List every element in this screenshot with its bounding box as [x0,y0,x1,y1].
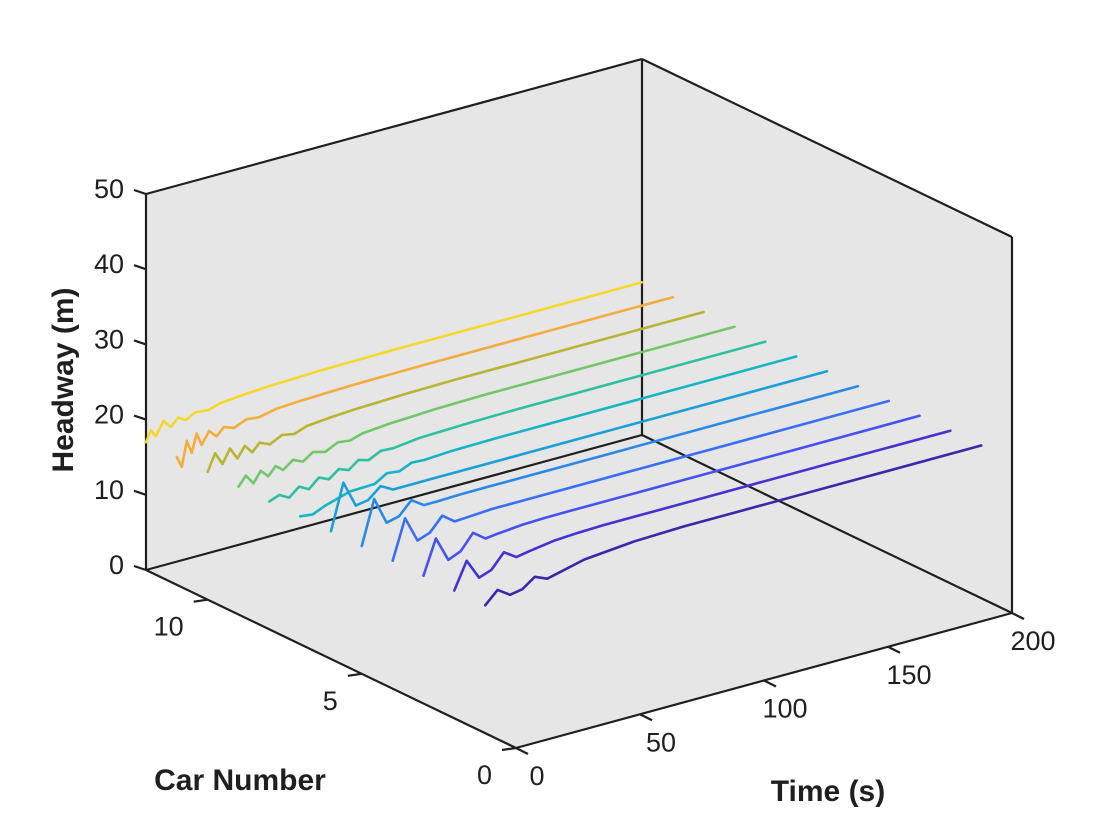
x-tick-mark [515,747,529,755]
back-wall-pane [146,59,642,570]
series-line-car-10 [206,310,705,474]
series-line-car-2 [453,429,952,592]
z-tick-mark [133,564,147,572]
x-tick-mark [763,679,777,688]
z-axis-title: Headway (m) [47,287,80,472]
y-tick-mark [501,746,517,752]
z-tick-mark [133,188,147,196]
series-line-car-4 [391,399,890,563]
z-tick-label: 20 [94,400,124,430]
y-tick-label: 5 [323,686,338,716]
z-tick-label: 40 [94,249,124,279]
series-line-car-6 [329,370,829,533]
z-tick-label: 50 [94,174,124,204]
z-tick-label: 30 [94,324,124,354]
axes-panes [146,59,1012,748]
x-tick-label: 50 [646,727,676,757]
series-line-car-5 [360,384,860,548]
series-lines [144,281,983,607]
right-wall-pane [642,59,1012,613]
y-axis-title: Car Number [154,764,326,797]
x-tick-label: 150 [886,660,931,690]
y-tick-mark [193,598,208,603]
x-tick-mark [1011,612,1025,620]
x-tick-label: 0 [529,761,544,791]
y-tick-label: 10 [154,612,184,642]
y-tick-mark [347,672,362,677]
series-line-car-12 [144,281,644,444]
y-tick-label: 0 [477,760,492,790]
series-line-car-3 [422,414,921,577]
floor-right-edge [641,434,1013,614]
x-axis-title: Time (s) [771,775,885,808]
series-line-car-9 [237,325,736,488]
x-tick-label: 200 [1010,626,1055,656]
floor-pane [146,435,1012,748]
x-tick-label: 100 [762,694,807,724]
floor-back-edge [145,433,643,572]
right-top-edge [641,58,1013,238]
x-tick-mark [639,713,653,722]
z-tick-mark [133,339,147,346]
x-tick-mark [887,645,901,654]
series-line-car-11 [175,295,675,469]
z-tick-label: 0 [109,550,124,580]
series-line-car-7 [298,355,798,518]
z-tick-label: 10 [94,475,124,505]
series-line-car-8 [268,340,767,503]
z-tick-mark [133,414,147,421]
z-tick-mark [133,264,147,271]
back-top-edge [145,57,643,196]
series-line-car-1 [483,444,983,607]
z-tick-mark [133,489,147,496]
